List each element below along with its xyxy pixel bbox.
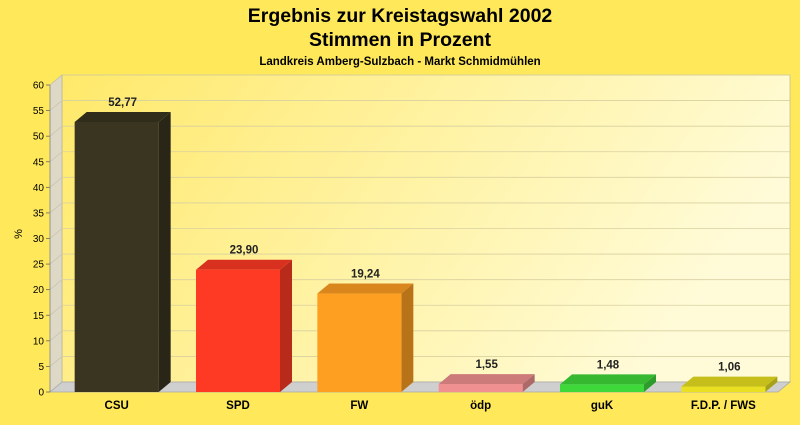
value-label: 1,55 [475,359,498,371]
x-tick-label: guK [591,400,614,412]
y-tick-label: 25 [33,260,45,271]
x-tick-label: F.D.P. / FWS [691,400,756,412]
y-tick-label: 50 [33,132,45,143]
gridline-side [49,279,63,290]
labels: 52,77 CSU 23,90 SPD 19,24 FW 1,55 ödp 1,48 guK 1,0… [105,97,757,412]
x-tick-label: CSU [105,400,129,412]
bar-spd [196,259,292,392]
gridlines [49,74,790,367]
y-tick-label: 40 [33,183,45,194]
chart-title: Ergebnis zur Kreistagswahl 2002 [248,5,553,27]
y-tick-label: 35 [33,208,45,219]
gridline-side [49,177,63,188]
y-tick-label: 45 [33,157,45,168]
bars [74,111,778,392]
value-label: 52,77 [108,97,137,109]
gridline-side [49,253,63,265]
y-tick-label: 55 [33,106,45,117]
gridline-side [49,228,63,239]
y-tick-label: 10 [33,336,45,347]
x-tick-label: FW [350,400,368,412]
gridline-side [49,356,63,367]
bar-top [438,374,535,385]
bar-f-d-p-fws [681,376,778,392]
bar-front [196,269,280,392]
value-label: 1,48 [597,359,620,371]
gridline-side [49,304,63,316]
gridline-side [49,330,63,342]
value-label: 19,24 [351,269,380,281]
bar-top [560,374,656,385]
y-tick-label: 0 [38,388,44,399]
bar-top [681,376,778,387]
gridline-side [49,151,63,163]
value-label: 1,06 [718,362,740,374]
bar-top [317,283,414,294]
bar-front [560,384,644,392]
bar-side [644,374,656,392]
bar-front [438,384,523,392]
bar-side [765,376,778,392]
bar-front [74,121,159,392]
bar-side [280,259,292,392]
y-tick-label: 30 [33,234,45,245]
x-tick-label: ödp [470,400,491,412]
bar-side [522,374,535,392]
y-tick-label: 15 [33,311,45,322]
y-tick-label: 20 [33,285,45,296]
bar-side [401,283,414,392]
chart-title-line2: Stimmen in Prozent [309,29,492,51]
bar-top [74,111,171,122]
gridline-side [49,74,63,86]
y-tick-label: 5 [38,362,44,373]
bar-ödp [438,374,535,392]
bar-fw [317,283,414,392]
bar-guk [560,374,656,392]
bar-front [317,293,402,392]
y-axis: 0 5 10 15 20 25 30 35 40 45 50 55 60 [33,81,51,399]
value-label: 23,90 [230,245,259,257]
chart-subtitle: Landkreis Amberg-Sulzbach - Markt Schmid… [259,56,540,68]
bar-csu [74,111,171,392]
y-tick-label: 60 [33,81,45,92]
x-tick-label: SPD [226,400,250,412]
bar-top [196,259,292,270]
bar-side [158,111,171,392]
bar-front [681,386,766,392]
gridline-side [49,100,63,111]
gridline-side [49,125,63,137]
y-axis-title: % [13,229,25,239]
gridline-side [49,202,63,214]
